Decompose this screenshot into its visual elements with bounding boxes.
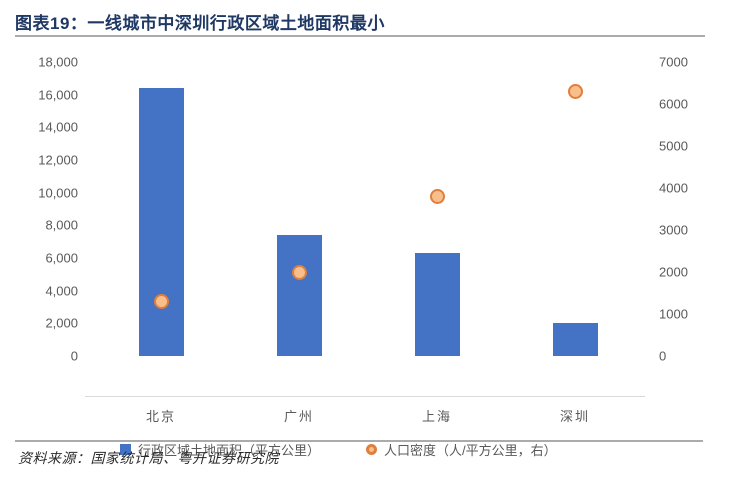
x-axis-line (85, 396, 645, 397)
chart-legend: 行政区域土地面积（平方公里） 人口密度（人/平方公里，右） (120, 440, 680, 459)
scatter-point-北京 (153, 293, 169, 309)
category-label-北京: 北京 (145, 409, 176, 424)
left-axis-tick-label: 2,000 (45, 315, 78, 331)
left-axis-tick-label: 18,000 (38, 54, 78, 70)
right-axis-tick-label: 4000 (659, 180, 688, 196)
left-axis-tick-label: 16,000 (38, 87, 78, 103)
left-axis-tick-label: 4,000 (45, 283, 78, 299)
bar-series-swatch-icon (120, 444, 131, 455)
right-axis-tick-label: 0 (659, 348, 667, 364)
right-axis-tick-label: 7000 (659, 54, 688, 70)
left-axis-tick-label: 10,000 (38, 185, 78, 201)
right-axis-tick-label: 5000 (659, 138, 688, 154)
source-note: 资料来源：国家统计局、粤开证券研究院 (18, 450, 279, 466)
scatter-series-swatch-icon (366, 444, 378, 455)
category-label-上海: 上海 (421, 409, 452, 424)
left-axis-tick-label: 12,000 (38, 152, 78, 168)
left-axis-tick-label: 8,000 (45, 217, 78, 233)
legend-label-population-density: 人口密度（人/平方公里，右） (384, 443, 557, 458)
footer-divider (15, 440, 703, 442)
chart-title: 图表19：一线城市中深圳行政区域土地面积最小 (15, 14, 385, 33)
scatter-point-深圳 (567, 83, 583, 99)
legend-item-population-density: 人口密度（人/平方公里，右） (366, 440, 557, 459)
bar-广州 (276, 235, 322, 356)
category-label-深圳: 深圳 (559, 409, 590, 424)
category-label-广州: 广州 (283, 409, 314, 424)
right-axis-tick-label: 6000 (659, 96, 688, 112)
right-axis-tick-label: 1000 (659, 306, 688, 322)
left-axis-tick-label: 0 (70, 348, 78, 364)
legend-item-land-area: 行政区域土地面积（平方公里） (120, 440, 320, 459)
bar-深圳 (552, 323, 598, 356)
bar-上海 (414, 253, 460, 356)
right-axis-tick-label: 2000 (659, 264, 688, 280)
legend-label-land-area: 行政区域土地面积（平方公里） (138, 443, 321, 458)
title-divider (15, 35, 705, 37)
left-axis-tick-label: 6,000 (45, 250, 78, 266)
bar-北京 (138, 88, 184, 356)
right-axis-tick-label: 3000 (659, 222, 688, 238)
left-axis-tick-label: 14,000 (38, 119, 78, 135)
chart-area: 18,000 16,000 14,000 12,000 10,000 8,000 6,000… (0, 40, 740, 459)
scatter-point-广州 (291, 264, 307, 280)
scatter-point-上海 (429, 188, 445, 204)
